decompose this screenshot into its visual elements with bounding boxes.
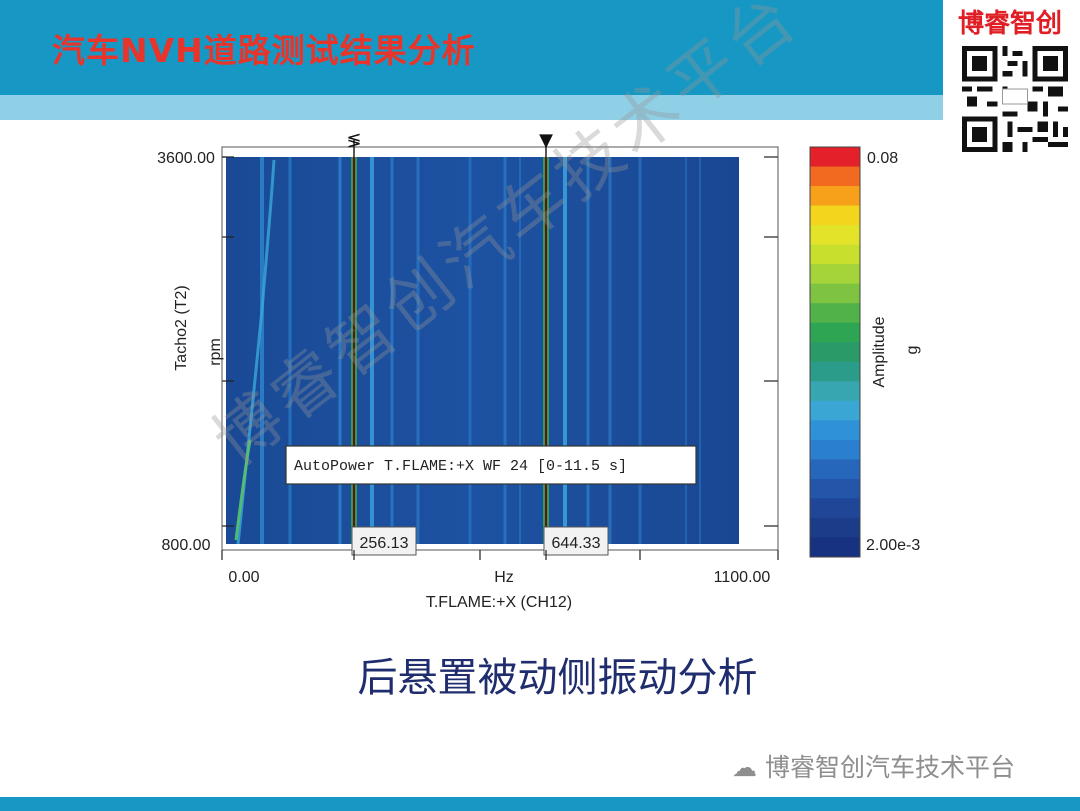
colorbar-swatch xyxy=(810,478,860,499)
colorbar-swatch xyxy=(810,264,860,285)
cursor-label-box xyxy=(543,526,609,556)
slide-caption: 后悬置被动侧振动分析 xyxy=(357,655,758,701)
brand-logo-text: 博睿智创 xyxy=(958,9,1063,39)
colorbar-frame xyxy=(809,146,861,558)
annotation-text: AutoPower T.FLAME:+X WF 24 [0-11.5 s] xyxy=(294,458,627,475)
spectrum-streak xyxy=(699,157,701,544)
y-axis-label: Tacho2 (T2) xyxy=(173,285,190,370)
colorbar-swatch xyxy=(810,205,860,226)
spectrum-streak xyxy=(288,157,292,544)
cursor-marker-icon: ▼ xyxy=(539,130,553,151)
spectrum-streak xyxy=(416,157,420,544)
cursor-value-label: 256.13 xyxy=(360,535,409,552)
colorbar-swatch xyxy=(810,537,860,558)
cursor-group: 256.13 ≶ 644.33 ▼ xyxy=(346,130,609,556)
y-tick-label-max: 3600.00 xyxy=(157,150,215,167)
colorbar-title: Amplitude xyxy=(871,316,888,387)
colorbar-swatch xyxy=(810,147,860,168)
spectrum-streak xyxy=(503,157,507,544)
x-axis-label: T.FLAME:+X (CH12) xyxy=(426,594,572,611)
colorbar-swatch xyxy=(810,303,860,324)
colorbar-swatch xyxy=(810,342,860,363)
colorbar-swatch xyxy=(810,166,860,187)
colorbar-swatch xyxy=(810,244,860,265)
colorbar-swatch xyxy=(810,322,860,343)
spectrum-streak xyxy=(519,157,521,544)
spectrum-streak xyxy=(390,157,394,544)
wechat-icon: ☁ xyxy=(732,753,757,782)
colorbar xyxy=(809,146,861,558)
slide-title: 汽车NVH道路测试结果分析 xyxy=(52,31,476,70)
spectrum-streak xyxy=(338,157,342,544)
axis-group xyxy=(221,156,779,560)
x-tick-label-min: 0.00 xyxy=(228,569,259,586)
colorbar-swatch xyxy=(810,400,860,421)
cursor-label-box xyxy=(351,526,417,556)
colorbar-swatch xyxy=(810,439,860,460)
annotation-box xyxy=(285,445,697,485)
colorbar-swatch xyxy=(810,420,860,441)
order-trace-high xyxy=(234,439,252,541)
spectrum-streak xyxy=(260,157,264,544)
spectrum-streak xyxy=(685,157,687,544)
cursor-value-label: 644.33 xyxy=(552,535,601,552)
colorbar-max-label: 0.08 xyxy=(867,150,898,167)
colorbar-swatch xyxy=(810,225,860,246)
colorbar-swatch xyxy=(810,186,860,207)
footer-brand: ☁ 博睿智创汽车技术平台 xyxy=(732,748,1015,784)
qr-code-icon xyxy=(962,46,1068,152)
colorbar-swatch xyxy=(810,381,860,402)
colorbar-swatch xyxy=(810,361,860,382)
spectrum-streak xyxy=(608,157,612,544)
x-unit-label: Hz xyxy=(494,569,514,586)
colorbar-swatch xyxy=(810,498,860,519)
spectrum-streak xyxy=(370,157,374,544)
spectrum-streak xyxy=(586,157,590,544)
colorbar-unit: g xyxy=(904,346,921,355)
colorbar-swatch xyxy=(810,459,860,480)
colorbar-swatch xyxy=(810,517,860,538)
spectrum-streaks xyxy=(234,157,701,545)
y-unit-label: rpm xyxy=(207,338,224,366)
colorbar-min-label: 2.00e-3 xyxy=(866,537,920,554)
spectrum-streak xyxy=(638,157,642,544)
footer-brand-label: 博睿智创汽车技术平台 xyxy=(764,753,1015,782)
spectrum-streak xyxy=(563,157,567,544)
cursor-marker-icon: ≶ xyxy=(346,130,361,151)
y-tick-label-min: 800.00 xyxy=(162,537,211,554)
header-band xyxy=(0,0,943,95)
x-tick-label-max: 1100.00 xyxy=(714,569,771,586)
header-accent-strip xyxy=(0,95,943,120)
footer-bar xyxy=(0,797,1080,811)
spectrum-streak xyxy=(468,157,472,544)
colorbar-swatch xyxy=(810,283,860,304)
